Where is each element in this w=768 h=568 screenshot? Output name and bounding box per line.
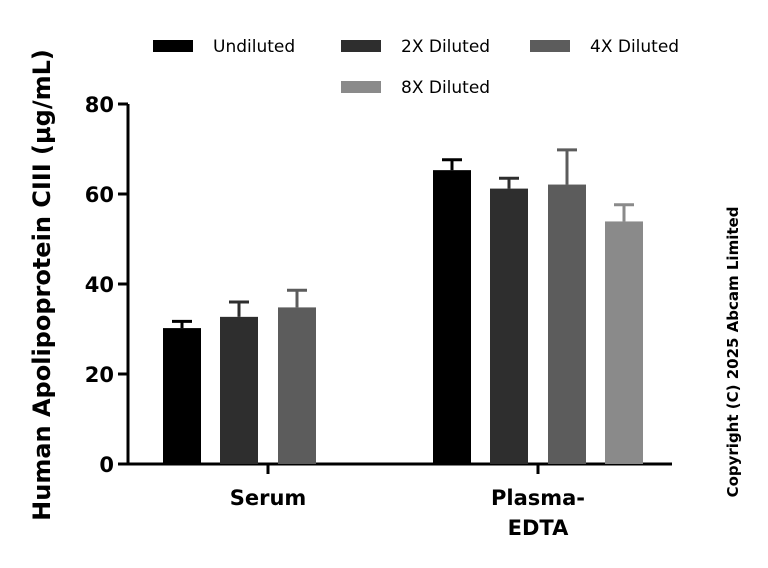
bar <box>278 307 316 464</box>
bar <box>433 170 471 464</box>
bar <box>220 316 258 464</box>
x-category-label: Serum <box>230 486 307 510</box>
x-category-label: Plasma- <box>491 486 585 510</box>
legend-swatch <box>530 40 570 52</box>
y-axis-label: Human Apolipoprotein CIII (µg/mL) <box>28 49 56 521</box>
bar <box>548 184 586 465</box>
legend: Undiluted 2X Diluted 4X Diluted 8X Diluted <box>153 37 679 98</box>
x-axis: Serum Plasma- EDTA <box>128 462 672 540</box>
y-tick-label: 40 <box>85 273 114 297</box>
copyright-text: Copyright (C) 2025 Abcam Limited <box>724 207 742 498</box>
legend-swatch <box>153 40 193 52</box>
y-tick-label: 80 <box>85 93 114 117</box>
bar <box>605 221 643 464</box>
y-tick-label: 0 <box>99 453 114 477</box>
legend-swatch <box>341 40 381 52</box>
legend-label: 2X Diluted <box>401 37 490 57</box>
y-axis: 0 20 40 60 80 <box>85 93 130 477</box>
x-category-label: EDTA <box>508 516 569 540</box>
y-tick-label: 60 <box>85 183 114 207</box>
bar <box>163 328 201 464</box>
y-tick-label: 20 <box>85 363 114 387</box>
legend-label: 8X Diluted <box>401 78 490 98</box>
legend-swatch <box>341 81 381 93</box>
legend-label: Undiluted <box>213 37 295 57</box>
bar <box>490 188 528 464</box>
legend-label: 4X Diluted <box>590 37 679 57</box>
bars <box>163 148 643 465</box>
